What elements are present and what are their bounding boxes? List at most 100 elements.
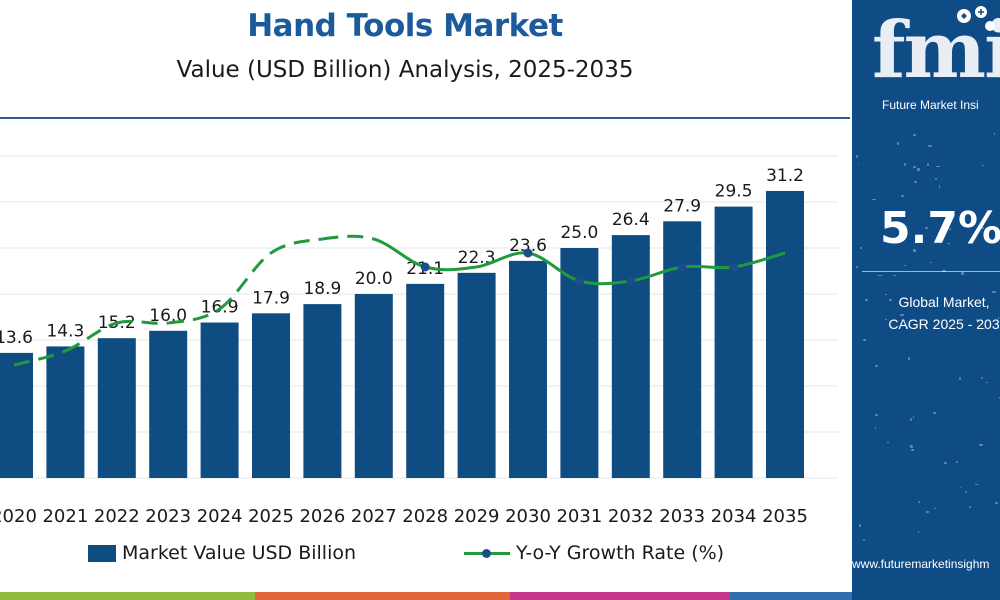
side-panel: fmi Future Market Insi 5.7% Global Marke… — [852, 0, 1000, 600]
bar-2025 — [252, 313, 290, 478]
panel-speck — [900, 314, 904, 317]
x-tick-label: 2021 — [42, 506, 88, 527]
x-tick-label: 2024 — [197, 506, 243, 527]
panel-speck — [863, 339, 867, 341]
panel-speck — [993, 132, 996, 135]
panel-speck — [887, 442, 889, 444]
panel-speck — [917, 531, 920, 533]
panel-speck — [969, 506, 971, 508]
x-tick-label: 2026 — [299, 506, 345, 527]
panel-speck — [904, 226, 906, 229]
bar-2035 — [766, 190, 804, 478]
growth-line-segment — [64, 321, 118, 353]
panel-speck — [934, 178, 938, 180]
chart-subtitle: Value (USD Billion) Analysis, 2025-2035 — [176, 57, 634, 83]
x-tick-label: 2027 — [351, 506, 397, 527]
bar-value-label: 22.3 — [458, 248, 496, 268]
panel-speck — [949, 227, 951, 231]
website-link[interactable]: www.futuremarketinsighm — [852, 557, 990, 571]
bar-2030 — [509, 260, 547, 478]
legend-bar-swatch — [88, 544, 116, 562]
cagr-value: 5.7% — [880, 203, 1000, 254]
panel-speck — [933, 412, 936, 414]
panel-speck — [928, 144, 932, 147]
bar-2029 — [457, 272, 496, 478]
cagr-label-line1: Global Market, — [898, 294, 990, 310]
growth-line-segment — [579, 279, 632, 286]
panel-speck — [924, 226, 929, 229]
bar-value-label: 29.5 — [715, 182, 753, 202]
bar-value-label: 26.4 — [612, 210, 650, 230]
bar-2026 — [303, 304, 342, 478]
chart-title: Hand Tools Market — [247, 8, 563, 44]
panel-speck — [982, 164, 984, 166]
growth-line-segment — [424, 265, 477, 272]
growth-line-segment — [733, 251, 786, 269]
panel-speck — [917, 167, 921, 171]
legend-line-swatch — [464, 545, 510, 562]
panel-speck — [933, 508, 937, 510]
growth-line-segment — [13, 349, 66, 367]
growth-marker — [729, 262, 739, 272]
bar-value-label: 27.9 — [663, 196, 701, 216]
panel-speck — [913, 133, 916, 137]
panel-speck — [885, 293, 888, 295]
bar-value-label: 25.0 — [560, 223, 598, 243]
panel-speck — [874, 426, 876, 430]
bar-2028 — [406, 283, 445, 478]
panel-speck — [986, 381, 989, 384]
growth-line-segment — [373, 237, 426, 269]
panel-speck — [906, 326, 908, 330]
legend-label-market-value: Market Value USD Billion — [122, 542, 357, 564]
panel-speck — [976, 319, 979, 322]
panel-speck — [903, 163, 906, 167]
panel-speck — [997, 317, 1000, 319]
logo-icons — [957, 6, 995, 31]
panel-speck — [979, 443, 984, 447]
panel-speck — [938, 185, 941, 188]
panel-speck — [981, 376, 984, 379]
bar-value-label: 14.3 — [46, 321, 84, 341]
growth-marker — [523, 248, 533, 258]
panel-speck — [896, 142, 899, 145]
x-tick-label: 2023 — [145, 506, 191, 527]
panel-speck — [912, 249, 916, 253]
x-tick-label: 2030 — [505, 506, 551, 527]
x-tick-label: 2025 — [248, 506, 294, 527]
panel-speck — [857, 164, 860, 166]
growth-line-segment — [167, 307, 221, 325]
bar-2024 — [200, 322, 239, 478]
panel-speck — [900, 194, 904, 198]
legend-item-market-value: Market Value USD Billion — [88, 542, 356, 564]
chart-area: 13.6202014.3202115.2202216.0202316.92024… — [0, 155, 838, 527]
panel-speck — [974, 484, 978, 486]
x-tick-label: 2034 — [711, 506, 757, 527]
bar-value-label: 17.9 — [252, 288, 290, 308]
bar-2031 — [560, 248, 599, 478]
x-tick-label: 2035 — [762, 506, 808, 527]
legend-item-growth-rate: Y-o-Y Growth Rate (%) — [464, 542, 724, 564]
cagr-label: Global Market, CAGR 2025 - 203 — [874, 291, 1000, 335]
panel-speck — [912, 166, 917, 168]
bar-value-label: 13.6 — [0, 328, 33, 348]
bar-value-label: 20.0 — [355, 269, 393, 289]
bar-2034 — [714, 206, 753, 478]
panel-speck — [959, 487, 962, 489]
panel-speck — [911, 448, 915, 452]
panel-speck — [959, 377, 961, 380]
bar-2020 — [0, 352, 33, 478]
panel-speck — [956, 460, 959, 464]
bar-2027 — [354, 294, 393, 478]
panel-speck — [995, 502, 998, 504]
bar-value-label: 18.9 — [303, 279, 341, 299]
panel-speck — [925, 510, 929, 514]
growth-line-segment — [270, 237, 323, 255]
x-tick-label: 2028 — [402, 506, 448, 527]
panel-speck — [980, 226, 984, 230]
growth-line-segment — [218, 251, 272, 311]
x-tick-label: 2031 — [556, 506, 602, 527]
panel-speck — [856, 155, 859, 158]
panel-speck — [965, 490, 968, 494]
growth-marker — [574, 276, 584, 286]
panel-speck — [907, 356, 911, 360]
